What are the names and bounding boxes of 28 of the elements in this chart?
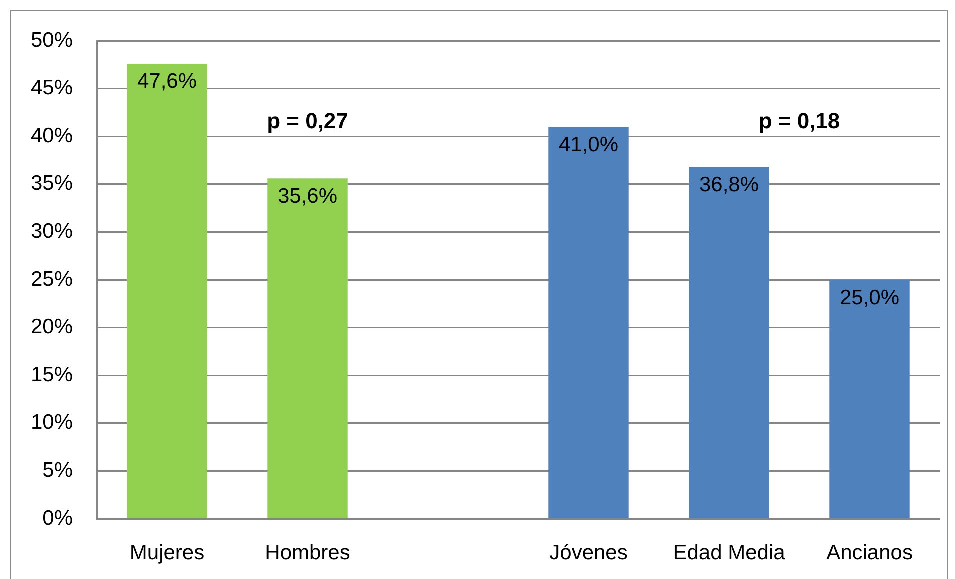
y-tick-label: 50%	[30, 28, 73, 52]
y-tick-label: 15%	[30, 363, 73, 386]
x-tick-label: Edad Media	[673, 541, 786, 564]
bar	[548, 127, 629, 518]
x-tick-label: Mujeres	[130, 541, 205, 564]
annotation: p = 0,27	[267, 108, 348, 134]
x-tick-label: Jóvenes	[550, 541, 628, 564]
bar	[268, 178, 348, 518]
bar	[689, 167, 770, 518]
y-tick-label: 10%	[30, 411, 73, 434]
y-tick-label: 35%	[30, 172, 73, 196]
x-tick-label: Ancianos	[826, 541, 913, 564]
y-tick-label: 20%	[30, 316, 73, 339]
y-tick-label: 0%	[42, 506, 73, 530]
bar	[127, 64, 208, 518]
data-label: 36,8%	[699, 173, 760, 196]
bar	[830, 280, 910, 518]
data-label: 35,6%	[278, 184, 338, 208]
y-tick-label: 40%	[30, 124, 73, 148]
data-label: 41,0%	[558, 133, 619, 156]
y-tick-label: 5%	[42, 458, 73, 482]
x-tick-label: Hombres	[265, 541, 350, 564]
y-tick-label: 25%	[30, 268, 73, 291]
annotation: p = 0,18	[758, 108, 840, 134]
data-label: 25,0%	[840, 286, 900, 310]
y-tick-label: 45%	[30, 76, 73, 100]
y-tick-label: 30%	[30, 220, 73, 243]
data-label: 47,6%	[137, 70, 198, 94]
